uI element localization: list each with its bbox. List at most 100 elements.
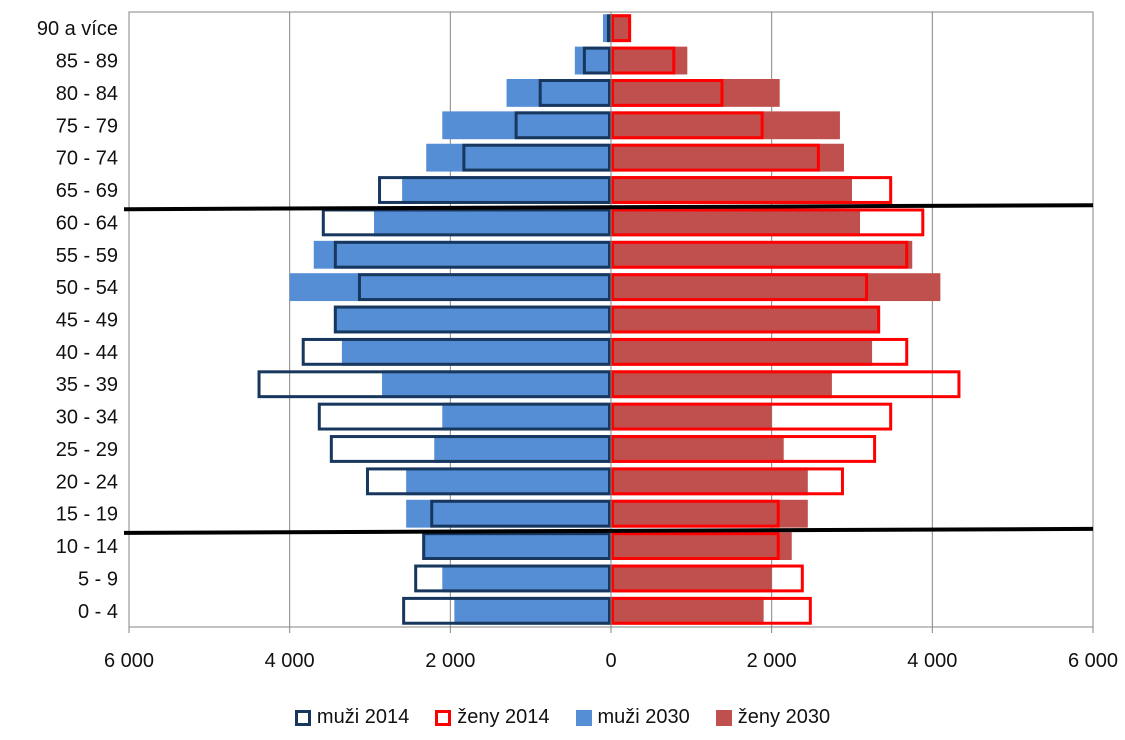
bar-muzi-2014 xyxy=(538,79,612,107)
bar-zeny-2030 xyxy=(611,273,941,302)
bar-zeny-2014 xyxy=(611,305,881,334)
bar-zeny-2030 xyxy=(611,564,772,593)
y-tick-label: 55 - 59 xyxy=(56,245,118,267)
bar-zeny-2030 xyxy=(611,208,861,237)
y-tick-label: 90 a více xyxy=(37,18,118,40)
chart-svg: 6 000 4 000 2 000 0 2 000 4 000 6 000 0 - 4 5 - … xyxy=(37,11,1118,672)
y-tick-label: 25 - 29 xyxy=(56,439,118,461)
bar-muzi-2014 xyxy=(321,208,611,237)
y-tick-label: 35 - 39 xyxy=(56,374,118,396)
bar-zeny-2030 xyxy=(611,532,792,560)
bar-muzi-2030 xyxy=(333,305,611,334)
bar-muzi-2014 xyxy=(606,14,612,43)
bar-muzi-2014 xyxy=(422,532,612,560)
bar-muzi-2030 xyxy=(602,14,611,43)
legend-item-muzi-2030: muži 2030 xyxy=(575,706,690,729)
bar-zeny-2014 xyxy=(611,499,780,528)
bar-zeny-2014 xyxy=(611,111,764,140)
bar-zeny-2030 xyxy=(611,111,840,140)
bar-zeny-2030 xyxy=(611,14,632,43)
x-tick-label: 4 000 xyxy=(265,650,315,672)
bar-zeny-2014 xyxy=(611,596,812,625)
bar-zeny-2030 xyxy=(611,337,873,366)
legend-item-muzi-2014: muži 2014 xyxy=(294,706,409,729)
y-tick-label: 0 - 4 xyxy=(78,601,118,623)
y-tick-label: 15 - 19 xyxy=(56,504,118,526)
bar-zeny-2014 xyxy=(611,143,820,172)
legend-swatch-zeny-2030 xyxy=(715,709,732,726)
bar-muzi-2014 xyxy=(257,370,611,399)
bar-muzi-2030 xyxy=(426,143,611,172)
x-tick-label: 6 000 xyxy=(1068,650,1118,672)
bar-muzi-2014 xyxy=(365,467,611,496)
y-tick-label: 70 - 74 xyxy=(56,148,118,170)
bar-zeny-2030 xyxy=(611,402,772,431)
bar-muzi-2030 xyxy=(374,208,611,237)
bar-zeny-2030 xyxy=(611,596,764,625)
bar-muzi-2014 xyxy=(333,240,611,269)
bar-muzi-2014 xyxy=(357,273,612,302)
bar-muzi-2014 xyxy=(317,402,611,431)
bar-zeny-2030 xyxy=(611,435,784,463)
bar-muzi-2030 xyxy=(422,532,611,560)
bar-zeny-2030 xyxy=(611,79,780,107)
bar-zeny-2014 xyxy=(611,240,909,269)
bar-muzi-2014 xyxy=(301,337,611,366)
bar-muzi-2030 xyxy=(442,402,611,431)
bar-zeny-2014 xyxy=(611,370,961,399)
legend-item-zeny-2014: ženy 2014 xyxy=(435,706,550,729)
legend-item-zeny-2030: ženy 2030 xyxy=(715,706,831,729)
y-tick-label: 30 - 34 xyxy=(56,407,118,429)
bar-muzi-2030 xyxy=(382,370,611,399)
bar-zeny-2014 xyxy=(611,176,893,204)
reference-line xyxy=(123,526,1094,535)
bar-zeny-2014 xyxy=(611,337,909,366)
bar-zeny-2030 xyxy=(611,240,913,269)
legend-label-zeny-2030: ženy 2030 xyxy=(737,706,831,728)
bar-muzi-2030 xyxy=(574,46,611,75)
bar-muzi-2030 xyxy=(289,273,611,302)
bar-muzi-2030 xyxy=(442,111,611,140)
bar-muzi-2030 xyxy=(406,467,611,496)
bar-zeny-2030 xyxy=(611,143,844,172)
x-tick-label: 0 xyxy=(605,650,616,672)
bar-muzi-2030 xyxy=(341,337,611,366)
legend-swatch-muzi-2030 xyxy=(575,709,592,726)
reference-line xyxy=(123,203,1094,212)
bar-zeny-2014 xyxy=(611,46,676,75)
bar-zeny-2014 xyxy=(611,467,844,496)
bar-zeny-2014 xyxy=(611,402,893,431)
bar-zeny-2030 xyxy=(611,499,808,528)
bar-zeny-2014 xyxy=(611,435,877,463)
bar-zeny-2030 xyxy=(611,370,832,399)
bar-muzi-2014 xyxy=(430,499,611,528)
x-tick-label: 2 000 xyxy=(425,650,475,672)
bar-zeny-2030 xyxy=(611,176,852,204)
legend-label-zeny-2014: ženy 2014 xyxy=(457,706,550,728)
bar-zeny-2014 xyxy=(611,564,804,593)
y-tick-label: 5 - 9 xyxy=(78,568,118,590)
y-tick-label: 60 - 64 xyxy=(56,212,118,234)
bar-muzi-2014 xyxy=(462,143,611,172)
legend-swatch-zeny-2014 xyxy=(435,709,452,726)
y-tick-label: 40 - 44 xyxy=(56,342,118,364)
bar-muzi-2030 xyxy=(442,564,611,593)
bar-muzi-2014 xyxy=(333,305,611,334)
y-tick-label: 45 - 49 xyxy=(56,310,118,332)
legend: muži 2014 ženy 2014 muži 2030 ženy 2030 xyxy=(0,706,1125,729)
legend-swatch-muzi-2014 xyxy=(294,709,311,726)
y-tick-label: 65 - 69 xyxy=(56,180,118,202)
bar-zeny-2030 xyxy=(611,46,688,75)
y-tick-label: 20 - 24 xyxy=(56,471,118,493)
legend-label-muzi-2030: muži 2030 xyxy=(597,706,690,728)
bar-muzi-2030 xyxy=(313,240,611,269)
bar-muzi-2030 xyxy=(506,79,611,107)
bar-zeny-2030 xyxy=(611,467,808,496)
bar-muzi-2014 xyxy=(402,596,611,625)
bar-muzi-2014 xyxy=(414,564,611,593)
bar-muzi-2030 xyxy=(434,435,611,463)
bar-muzi-2014 xyxy=(378,176,611,204)
y-tick-label: 10 - 14 xyxy=(56,536,118,558)
bar-zeny-2014 xyxy=(611,14,632,43)
